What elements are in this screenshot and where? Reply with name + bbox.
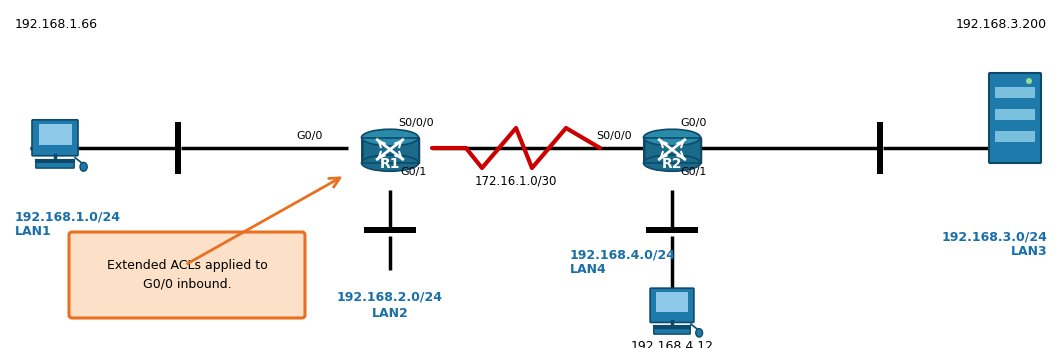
Bar xyxy=(656,292,688,312)
Text: 192.168.3.200: 192.168.3.200 xyxy=(956,18,1047,31)
Text: G0/0: G0/0 xyxy=(680,118,706,128)
Bar xyxy=(995,131,1035,142)
Text: G0/1: G0/1 xyxy=(400,167,426,177)
FancyBboxPatch shape xyxy=(654,329,690,334)
Text: 192.168.1.66: 192.168.1.66 xyxy=(15,18,98,31)
Text: 192.168.2.0/24: 192.168.2.0/24 xyxy=(337,290,443,303)
Text: S0/0/0: S0/0/0 xyxy=(398,118,433,128)
FancyBboxPatch shape xyxy=(650,288,693,323)
Text: LAN1: LAN1 xyxy=(15,225,52,238)
FancyBboxPatch shape xyxy=(32,120,78,156)
Ellipse shape xyxy=(644,129,701,146)
Ellipse shape xyxy=(644,155,701,171)
Text: G0/1: G0/1 xyxy=(680,167,706,177)
Ellipse shape xyxy=(361,155,418,171)
Text: LAN2: LAN2 xyxy=(372,307,409,320)
Text: 192.168.4.0/24: 192.168.4.0/24 xyxy=(570,248,676,261)
Text: LAN4: LAN4 xyxy=(570,263,606,276)
Ellipse shape xyxy=(80,163,87,171)
Circle shape xyxy=(1026,78,1032,84)
Bar xyxy=(646,227,698,233)
Bar xyxy=(995,109,1035,120)
Text: 192.168.4.12: 192.168.4.12 xyxy=(631,340,714,348)
FancyBboxPatch shape xyxy=(361,137,418,163)
Text: 192.168.1.0/24: 192.168.1.0/24 xyxy=(15,210,121,223)
FancyBboxPatch shape xyxy=(36,162,74,168)
Bar xyxy=(877,122,883,174)
Text: 172.16.1.0/30: 172.16.1.0/30 xyxy=(475,175,558,188)
Text: 192.168.3.0/24: 192.168.3.0/24 xyxy=(941,230,1047,243)
FancyBboxPatch shape xyxy=(69,232,305,318)
Text: G0/0: G0/0 xyxy=(296,131,323,141)
Bar xyxy=(175,122,181,174)
Text: R1: R1 xyxy=(380,157,400,171)
FancyBboxPatch shape xyxy=(989,73,1041,163)
Text: S0/0/0: S0/0/0 xyxy=(597,131,632,141)
Text: LAN3: LAN3 xyxy=(1010,245,1047,258)
Text: R2: R2 xyxy=(662,157,682,171)
Bar xyxy=(995,87,1035,98)
Bar xyxy=(38,124,71,145)
Text: Extended ACLs applied to
G0/0 inbound.: Extended ACLs applied to G0/0 inbound. xyxy=(106,260,268,291)
Ellipse shape xyxy=(696,329,703,337)
FancyBboxPatch shape xyxy=(644,137,701,163)
Bar xyxy=(364,227,416,233)
Ellipse shape xyxy=(361,129,418,146)
